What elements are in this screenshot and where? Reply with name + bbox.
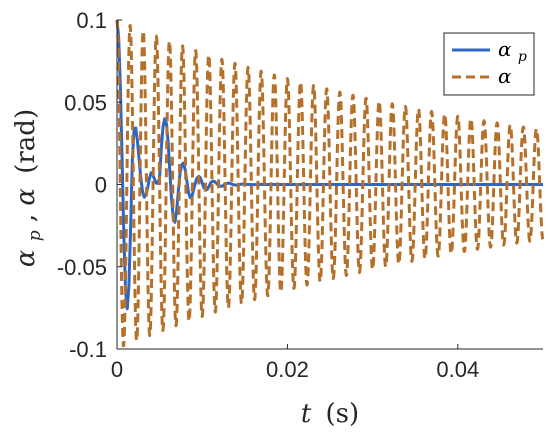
legend: α p α — [443, 32, 535, 96]
x-tick-label-0: 0 — [111, 357, 123, 382]
plot-area — [115, 19, 545, 348]
x-axis-var: t — [301, 399, 312, 429]
y-axis-var2: α — [11, 188, 41, 206]
y-axis-sub1: p — [25, 230, 45, 241]
x-tick-label-2: 0.04 — [436, 357, 479, 382]
y-axis-label: α p , α (rad) — [11, 109, 47, 267]
y-tick-label-3: -0.05 — [57, 255, 107, 280]
x-tick-label-1: 0.02 — [266, 357, 309, 382]
y-tick-label-2: 0 — [95, 173, 107, 198]
y-tick-label-4: -0.1 — [69, 337, 107, 362]
tick-labels: 0 0.02 0.04 0.1 0.05 0 -0.05 -0.1 — [57, 8, 479, 382]
legend-alpha-p-main: α — [498, 37, 512, 61]
x-axis-label: t (s) — [301, 399, 359, 429]
legend-alpha-p-sub: p — [518, 49, 527, 65]
legend-box — [443, 32, 535, 96]
y-axis-var1: α — [11, 249, 41, 267]
legend-label-alpha: α — [498, 64, 512, 88]
legend-label-alpha-p: α p — [498, 37, 527, 65]
y-axis-sep: , — [11, 206, 41, 223]
y-axis-unit: (rad) — [11, 109, 41, 174]
series-line-1 — [115, 19, 545, 348]
axes — [116, 19, 543, 350]
x-axis-unit: (s) — [326, 399, 360, 429]
y-tick-label-1: 0.05 — [64, 90, 107, 115]
y-tick-label-0: 0.1 — [76, 8, 107, 33]
